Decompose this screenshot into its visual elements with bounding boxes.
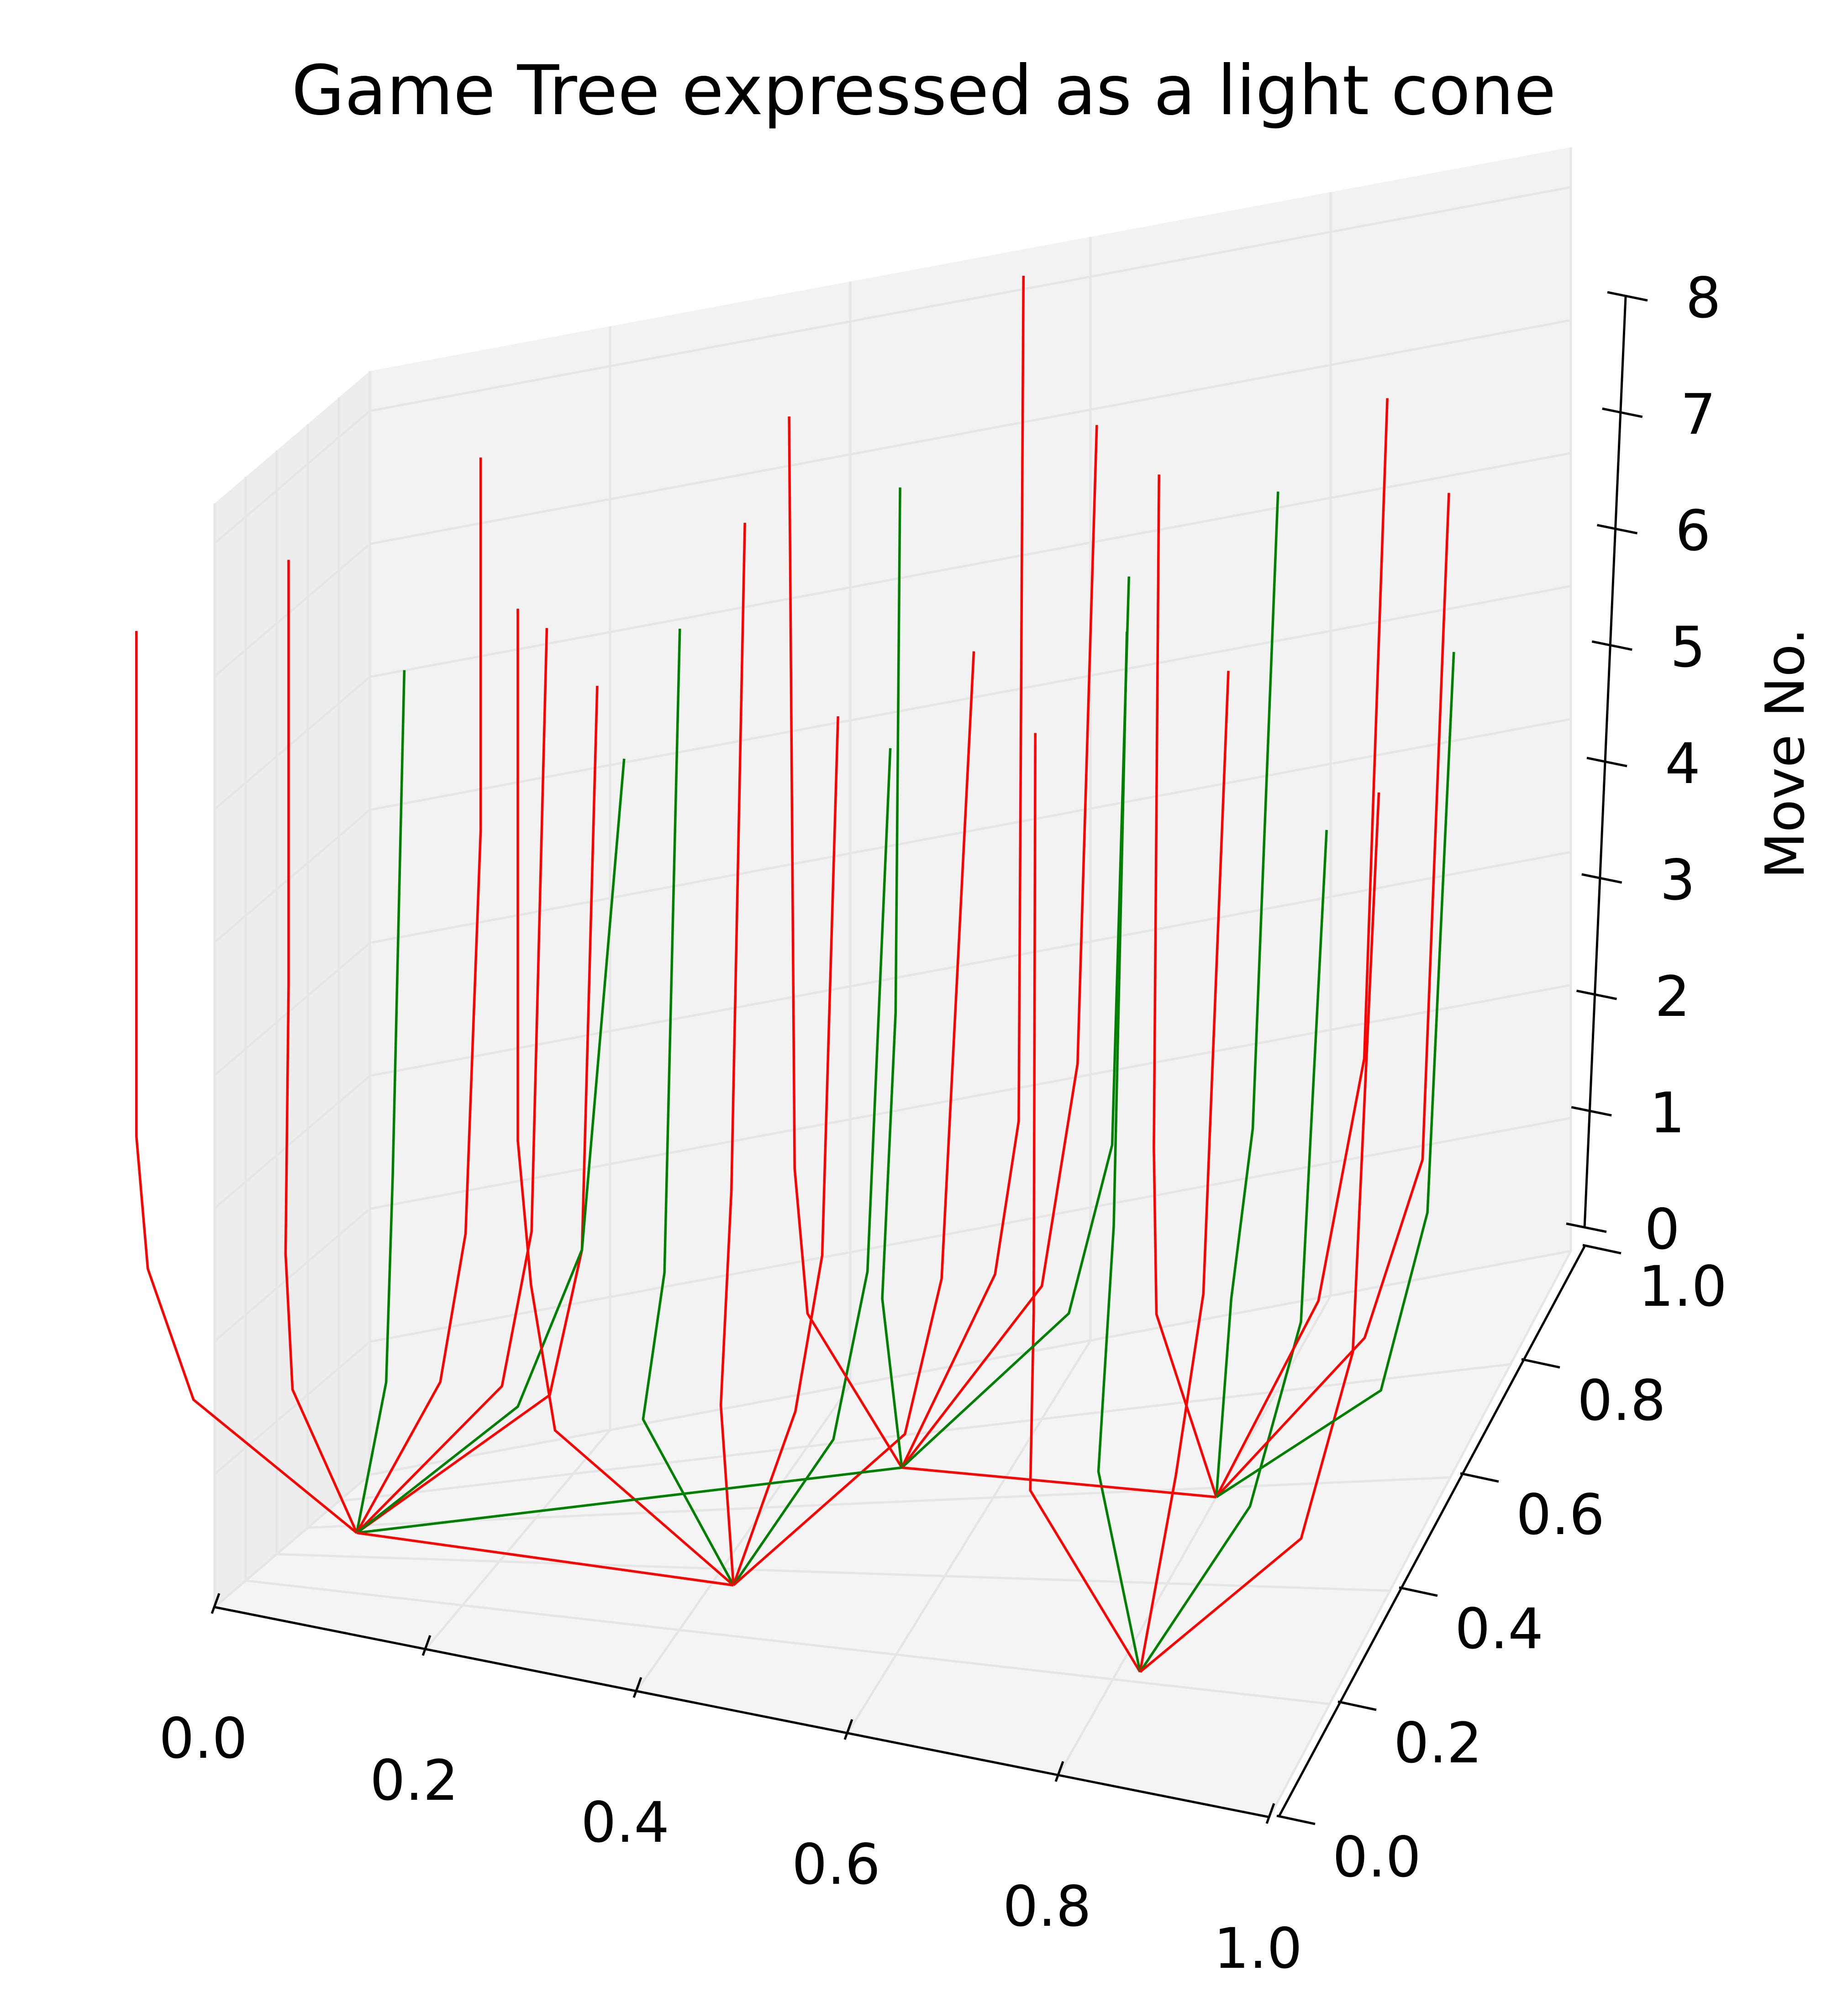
z-tick-label: 7 (1680, 382, 1716, 447)
tree-branch-win (1097, 631, 1142, 1672)
x-tick-label: 0.6 (792, 1832, 880, 1897)
z-tick (1596, 524, 1638, 535)
tree-branch-loss (900, 275, 1025, 1468)
y-tick (1582, 1244, 1622, 1255)
tree-branch-loss (1215, 398, 1389, 1498)
tree-branch-loss (900, 425, 1098, 1469)
y-tick (1276, 1814, 1316, 1825)
tree-branch-loss (788, 416, 903, 1468)
x-tick-label: 0.0 (159, 1706, 247, 1771)
y-tick-label: 1.0 (1638, 1254, 1727, 1319)
z-tick (1602, 407, 1643, 418)
y-tick-label: 0.0 (1332, 1825, 1421, 1890)
tree-branch-win (642, 629, 735, 1586)
game-tree-branches (135, 275, 1455, 1673)
z-tick (1586, 757, 1627, 767)
x-tick (1054, 1761, 1064, 1782)
grid-line (214, 1250, 1571, 1608)
tree-branch-win (356, 758, 626, 1534)
tree-branch-loss (284, 560, 358, 1534)
z-tick (1607, 291, 1648, 302)
tree-branch-win (901, 576, 1131, 1469)
grid-lines (213, 147, 1572, 1819)
y-tick-label: 0.2 (1394, 1711, 1482, 1776)
tree-branch-loss (732, 716, 839, 1586)
chart-title: Game Tree expressed as a light cone (291, 51, 1556, 131)
grid-line (214, 1117, 1571, 1475)
z-tick (1591, 640, 1632, 651)
back-pane-yz (215, 371, 370, 1607)
grid-line (214, 851, 1571, 1209)
grid-line (214, 718, 1571, 1076)
axes-panes (215, 147, 1571, 1817)
y-tick-label: 0.8 (1577, 1368, 1666, 1433)
z-tick-label: 6 (1675, 499, 1711, 563)
y-tick (1460, 1472, 1499, 1483)
tree-branch-win (881, 487, 903, 1468)
axis-ticks: 0.00.20.40.60.81.00.00.20.40.60.81.00123… (159, 266, 1727, 1981)
tree-branch-win (1139, 830, 1328, 1673)
root-connection-win (356, 1466, 902, 1535)
tree-branch-loss (516, 609, 735, 1587)
tree-branch-loss (356, 628, 548, 1534)
grid-line (214, 319, 1571, 678)
x-tick-label: 0.2 (370, 1748, 458, 1813)
y-tick (1337, 1700, 1377, 1711)
grid-line (214, 984, 1571, 1342)
grid-line (307, 1476, 1451, 1529)
grid-line (214, 452, 1571, 810)
tree-branch-loss (719, 523, 746, 1586)
z-tick-label: 1 (1649, 1081, 1685, 1146)
root-connection-loss (901, 1466, 1216, 1498)
tree-branch-loss (732, 651, 975, 1587)
tree-branch-loss (1153, 474, 1218, 1498)
grid-line (245, 1579, 1330, 1705)
tree-branch-loss (1138, 671, 1230, 1672)
y-axis-line (1277, 1246, 1586, 1818)
z-tick-label: 0 (1644, 1197, 1680, 1262)
y-tick-label: 0.4 (1455, 1597, 1543, 1661)
x-tick (1265, 1803, 1275, 1824)
y-tick (1521, 1358, 1560, 1369)
tree-branch-win (1215, 491, 1279, 1498)
z-tick-label: 8 (1685, 266, 1721, 331)
z-tick (1571, 1106, 1612, 1117)
tree-branch-win (355, 670, 406, 1533)
x-tick (211, 1593, 221, 1614)
back-pane-xz (370, 147, 1571, 1475)
z-axis-label: Move No. (1753, 628, 1816, 879)
tree-branch-loss (135, 631, 358, 1534)
x-tick-label: 0.8 (1003, 1874, 1091, 1939)
tree-branch-win (732, 748, 892, 1586)
tree-branch-win (1216, 652, 1455, 1498)
tree-branch-loss (1215, 493, 1450, 1498)
z-tick-label: 3 (1660, 848, 1695, 913)
x-tick-label: 0.4 (581, 1790, 669, 1855)
z-tick (1576, 989, 1617, 1000)
floor-pane (215, 1251, 1571, 1817)
z-tick-label: 4 (1665, 731, 1701, 796)
tree-branch-loss (355, 457, 482, 1534)
grid-line (214, 186, 1571, 544)
root-connection-loss (356, 1531, 734, 1587)
y-tick (1399, 1586, 1438, 1597)
x-tick-label: 1.0 (1214, 1916, 1302, 1981)
grid-line (214, 585, 1571, 943)
x-tick (632, 1677, 642, 1698)
z-tick (1581, 873, 1622, 884)
z-tick-label: 2 (1655, 964, 1690, 1029)
grid-line (276, 1553, 1390, 1592)
y-tick-label: 0.6 (1516, 1482, 1605, 1547)
tree-branch-loss (1139, 792, 1380, 1673)
tree-branch-loss (356, 686, 599, 1534)
tree-branch-loss (1029, 733, 1142, 1673)
x-axis-line (214, 1606, 1270, 1819)
z-tick (1566, 1222, 1607, 1233)
x-tick (421, 1635, 432, 1656)
x-tick (843, 1719, 853, 1740)
z-tick-label: 5 (1670, 615, 1706, 680)
grid-line (338, 1363, 1511, 1503)
